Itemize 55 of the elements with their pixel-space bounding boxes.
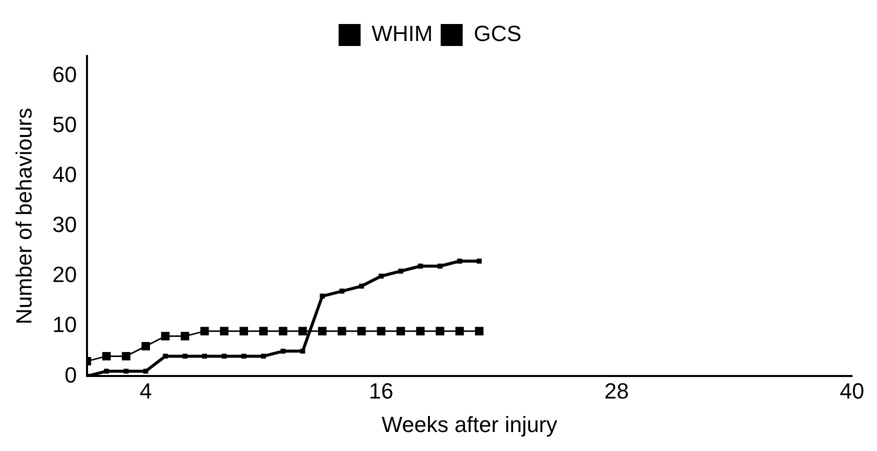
point <box>278 326 288 336</box>
point <box>180 332 190 340</box>
point <box>338 326 346 336</box>
point <box>318 326 327 336</box>
y-tick-label: 10 <box>52 312 77 338</box>
point <box>162 354 168 359</box>
point <box>202 354 208 359</box>
y-axis-title: Number of behaviours <box>11 108 36 324</box>
point <box>143 368 148 374</box>
x-tick-label: 16 <box>368 378 394 404</box>
point <box>457 258 462 264</box>
point <box>339 288 344 294</box>
legend-label: WHIM <box>372 21 433 46</box>
point <box>378 274 384 279</box>
point <box>418 264 423 269</box>
point <box>260 354 266 359</box>
point <box>416 326 425 336</box>
point <box>102 352 111 360</box>
point <box>455 326 464 336</box>
y-tick-label: 40 <box>52 162 77 188</box>
point <box>280 348 286 354</box>
point <box>298 326 307 336</box>
point <box>300 348 306 354</box>
point <box>359 284 364 289</box>
point <box>124 368 129 374</box>
point <box>122 352 130 360</box>
y-tick-label: 30 <box>52 212 77 238</box>
point <box>182 354 188 359</box>
point <box>436 326 444 336</box>
x-tick-label: 28 <box>604 378 629 404</box>
point <box>376 326 386 336</box>
x-tick-label: 40 <box>840 378 864 404</box>
point <box>141 342 150 350</box>
legend-label: GCS <box>474 21 522 46</box>
x-tick-label: 4 <box>140 378 152 404</box>
point <box>259 326 268 336</box>
point <box>220 326 228 336</box>
point <box>476 258 482 264</box>
y-tick-label: 20 <box>52 262 77 288</box>
point <box>475 326 484 336</box>
point <box>320 294 325 299</box>
point <box>398 268 404 274</box>
x-axis-title: Weeks after injury <box>382 412 558 437</box>
point <box>240 326 248 336</box>
point <box>161 332 170 340</box>
point <box>200 326 209 336</box>
point <box>438 264 442 269</box>
point <box>357 326 366 336</box>
y-tick-label: 50 <box>52 112 77 138</box>
point <box>396 326 406 336</box>
point <box>104 368 109 374</box>
point <box>241 354 246 359</box>
y-tick-label: 0 <box>64 362 77 388</box>
point <box>222 354 227 359</box>
y-tick-label: 60 <box>52 62 77 88</box>
